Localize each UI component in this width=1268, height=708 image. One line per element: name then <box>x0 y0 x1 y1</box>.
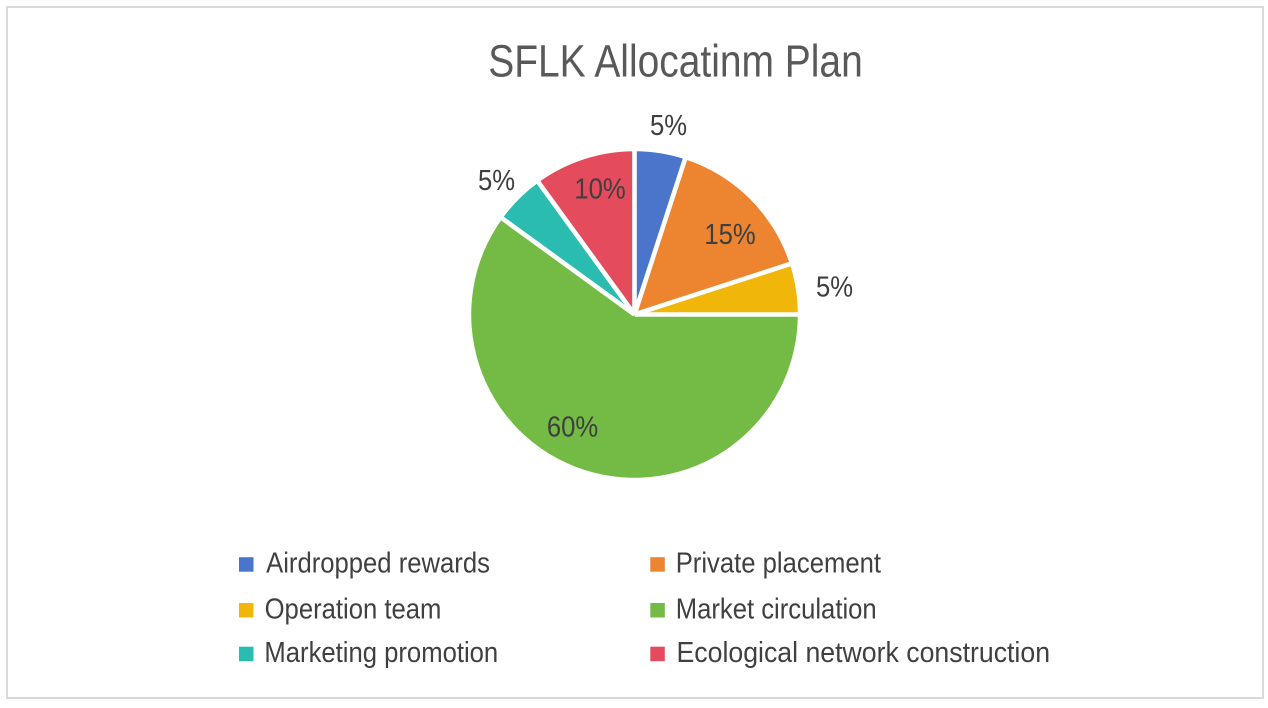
svg-text:5%: 5% <box>816 270 853 303</box>
svg-text:Airdropped rewards: Airdropped rewards <box>266 546 490 579</box>
svg-text:Marketing promotion: Marketing promotion <box>264 636 498 669</box>
svg-text:10%: 10% <box>574 172 625 205</box>
svg-text:15%: 15% <box>704 218 755 251</box>
svg-text:SFLK Allocatinm Plan: SFLK Allocatinm Plan <box>488 36 862 86</box>
svg-text:Ecological network constructio: Ecological network construction <box>677 636 1051 668</box>
svg-text:Market circulation: Market circulation <box>676 592 877 625</box>
svg-text:5%: 5% <box>478 164 515 197</box>
svg-text:60%: 60% <box>547 410 598 443</box>
svg-text:Private placement: Private placement <box>676 546 882 579</box>
svg-text:Operation team: Operation team <box>265 592 442 625</box>
svg-text:5%: 5% <box>650 109 687 142</box>
